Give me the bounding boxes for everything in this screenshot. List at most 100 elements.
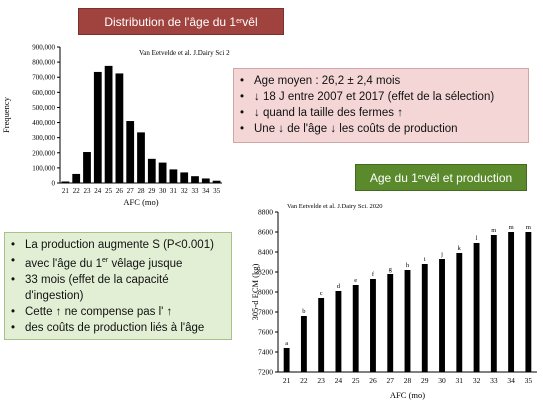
- significance-letter: e: [354, 277, 357, 284]
- significance-letter: g: [389, 266, 393, 273]
- significance-letter: l: [476, 235, 478, 242]
- y-tick-label: 500,000: [32, 104, 55, 112]
- summary-bullet: • Une ↓ de l'âge ↓ les coûts de productio…: [240, 123, 458, 135]
- y-tick-label: 7600: [258, 328, 273, 337]
- y-axis-title: Frequency: [1, 96, 11, 133]
- x-tick-label: 32: [181, 187, 189, 195]
- bar: [72, 173, 81, 183]
- y-tick-label: 8800: [258, 208, 273, 217]
- y-tick-label: 200,000: [32, 149, 55, 157]
- y-tick-label: 7800: [258, 308, 273, 317]
- x-tick-label: 21: [283, 376, 291, 385]
- x-tick-label: 32: [473, 376, 481, 385]
- bar: [61, 181, 70, 183]
- bar: [335, 291, 342, 372]
- significance-letter: m: [491, 227, 496, 234]
- x-tick-label: 28: [138, 187, 146, 195]
- bar: [318, 298, 325, 372]
- bar: [370, 279, 376, 372]
- bar: [283, 348, 290, 372]
- x-tick-label: 30: [159, 187, 167, 195]
- bar: [147, 158, 156, 183]
- production-bullet: • La production augmente S (P<0.001): [11, 239, 214, 251]
- x-tick-label: 27: [127, 187, 135, 195]
- bar: [212, 180, 221, 183]
- x-tick-label: 23: [317, 376, 325, 385]
- x-tick-label: 27: [386, 376, 394, 385]
- x-tick-label: 33: [490, 376, 498, 385]
- y-axis-title: 305-d ECM (kg): [250, 264, 260, 321]
- y-tick-label: 100,000: [32, 164, 55, 172]
- age-summary-box: • Age moyen : 26,2 ± 2,4 mois • ↓ 18 J ent…: [233, 68, 529, 143]
- bar: [169, 169, 178, 183]
- x-tick-label: 22: [300, 376, 308, 385]
- bar: [126, 121, 135, 183]
- significance-letter: m: [509, 224, 514, 231]
- bar: [93, 71, 102, 183]
- x-tick-label: 29: [421, 376, 429, 385]
- x-tick-label: 34: [202, 187, 210, 195]
- x-tick-label: 29: [148, 187, 156, 195]
- summary-bullet: • ↓ 18 J entre 2007 et 2017 (effet de la …: [240, 91, 495, 103]
- y-tick-label: 0: [52, 180, 56, 188]
- production-bullet: • 33 mois (effet de la capacité: [11, 273, 169, 286]
- x-axis-title: AFC (mo): [123, 197, 158, 207]
- significance-letter: h: [406, 262, 410, 269]
- x-tick-label: 30: [438, 376, 446, 385]
- significance-letter: k: [458, 245, 462, 252]
- significance-letter: d: [337, 283, 341, 290]
- y-tick-label: 800,000: [32, 59, 55, 67]
- y-tick-label: 7400: [258, 348, 273, 357]
- y-tick-label: 8400: [258, 248, 273, 257]
- x-tick-label: 26: [369, 376, 377, 385]
- bar: [115, 73, 124, 183]
- bar: [137, 132, 145, 183]
- summary-bullet: • Age moyen : 26,2 ± 2,4 mois: [240, 75, 401, 87]
- bar: [387, 274, 394, 372]
- production-title: Age du 1 er vêl et production: [355, 164, 527, 191]
- x-tick-label: 24: [94, 187, 102, 195]
- significance-letter: a: [285, 340, 288, 347]
- y-tick-label: 8200: [258, 268, 273, 277]
- bar: [456, 253, 463, 372]
- production-bullet: • Cette ↑ ne compense pas l' ↑: [11, 305, 173, 318]
- summary-bullet: • ↓ quand la taille des fermes ↑: [240, 107, 403, 119]
- bar: [83, 152, 91, 183]
- y-tick-label: 7200: [258, 368, 273, 377]
- x-tick-label: 35: [213, 187, 221, 195]
- significance-letter: f: [372, 271, 375, 278]
- bar: [525, 232, 532, 372]
- bar: [508, 232, 515, 372]
- bar: [201, 178, 210, 183]
- citation: Van Eetvelde et al. J.Dairy Sci. 2020: [287, 203, 383, 210]
- bar: [404, 270, 411, 372]
- significance-letter: m: [526, 224, 531, 231]
- x-tick-label: 34: [507, 376, 515, 385]
- x-tick-label: 23: [84, 187, 92, 195]
- x-tick-label: 25: [105, 187, 113, 195]
- bar: [191, 176, 199, 183]
- x-tick-label: 28: [404, 376, 412, 385]
- x-tick-label: 21: [62, 187, 70, 195]
- production-bullet-continuation: d'ingestion): [25, 289, 84, 302]
- y-tick-label: 300,000: [32, 134, 55, 142]
- afc-frequency-chart: 0 100,000 200,000 300,000 400,000 500,000 600,…: [1, 44, 230, 208]
- afc-production-chart: 7200 7400 7600 7800 8000 8200 8400 8600 8800 21 a 2…: [250, 203, 537, 400]
- bar: [158, 162, 167, 183]
- bar: [104, 65, 113, 183]
- x-tick-label: 26: [116, 187, 124, 195]
- significance-letter: b: [302, 308, 305, 315]
- y-tick-label: 8000: [258, 288, 273, 297]
- citation: Van Eetvelde et al. J.Dairy Sci 2020: [139, 49, 230, 57]
- y-tick-label: 8600: [258, 228, 273, 237]
- bar: [490, 235, 497, 372]
- x-axis-title: AFC (mo): [390, 390, 425, 400]
- significance-letter: i: [424, 256, 426, 263]
- bar: [439, 259, 445, 372]
- x-tick-label: 25: [352, 376, 360, 385]
- distribution-title: Distribution de l'âge du 1 er vêl: [78, 8, 284, 35]
- x-tick-label: 22: [73, 187, 81, 195]
- x-tick-label: 31: [456, 376, 464, 385]
- x-tick-label: 31: [170, 187, 178, 195]
- production-summary-box: • La production augmente S (P<0.001) • ave…: [4, 232, 232, 340]
